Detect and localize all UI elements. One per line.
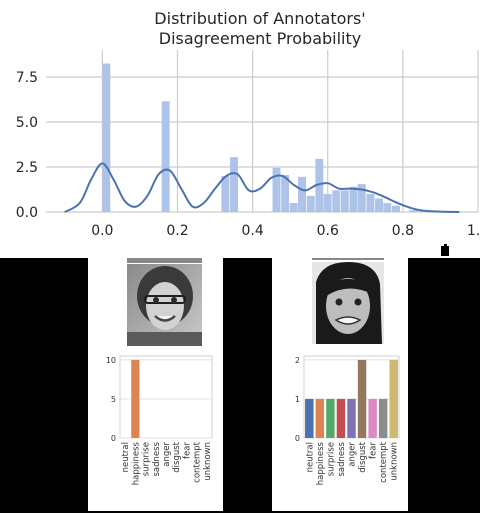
bar-anger <box>347 399 355 438</box>
bar-disgust <box>358 360 366 438</box>
x-tick-label: 0.2 <box>166 223 188 239</box>
histogram-bar <box>383 203 391 212</box>
category-label-happiness: happiness <box>316 441 326 485</box>
category-label-sadness: sadness <box>337 441 347 476</box>
histogram-bar <box>341 190 349 212</box>
sample-card-left: 0 5 10 neutral happiness surprise sadness anger… <box>88 258 223 511</box>
histogram-bar <box>298 177 306 212</box>
category-label-surprise: surprise <box>142 442 152 476</box>
category-label-happiness: happiness <box>131 441 141 485</box>
emotion-bar-chart-left: 0 5 10 neutral happiness surprise sadness anger… <box>88 346 223 511</box>
sample-card-right: 0 1 2 neutral happiness surprise sadness anger d… <box>272 258 408 511</box>
category-label-disgust: disgust <box>358 441 368 472</box>
histogram-bar <box>102 64 110 213</box>
face-image-right <box>312 262 384 344</box>
y-tick-label: 2.5 <box>16 160 38 176</box>
bar-fear <box>368 399 376 438</box>
category-label-unknown: unknown <box>203 442 213 481</box>
x-tick-label: 1.0 <box>467 223 480 239</box>
cursor-icon <box>437 244 455 258</box>
bar-happiness <box>131 360 139 438</box>
histogram-bar <box>290 203 298 212</box>
histogram-bar <box>307 196 315 212</box>
histogram-bar <box>409 210 417 212</box>
bar-sadness <box>337 399 345 438</box>
y-tick-label: 0.0 <box>16 205 38 221</box>
bar-neutral <box>305 399 313 438</box>
histogram-bar <box>230 157 238 212</box>
face-image-left <box>127 264 202 346</box>
x-tick-label: 0.8 <box>392 223 414 239</box>
y-tick-label: 1 <box>295 395 300 404</box>
category-label-anger: anger <box>348 441 358 466</box>
bar-surprise <box>326 399 334 438</box>
category-label-sadness: sadness <box>152 441 162 476</box>
kde-line <box>65 163 459 212</box>
histogram-bar <box>324 194 332 212</box>
category-label-surprise: surprise <box>326 442 336 476</box>
histogram-bar <box>162 101 170 212</box>
histogram-bar <box>375 199 383 213</box>
y-tick-label: 7.5 <box>16 70 38 86</box>
histogram-bar <box>392 206 400 212</box>
chart-title-line-2: Disagreement Probability <box>159 29 361 48</box>
category-label-disgust: disgust <box>172 441 182 472</box>
category-label-neutral: neutral <box>305 442 315 472</box>
kde-curve <box>65 163 459 212</box>
histogram-bar <box>332 190 340 212</box>
bar-contempt <box>379 399 387 438</box>
bar-happiness <box>316 399 324 438</box>
category-label-fear: fear <box>182 442 192 459</box>
category-label-contempt: contempt <box>379 441 389 482</box>
category-label-fear: fear <box>369 442 379 459</box>
category-label-contempt: contempt <box>193 441 203 482</box>
y-tick-label: 0 <box>295 434 300 443</box>
chart-title-line-1: Distribution of Annotators' <box>154 9 365 28</box>
category-label-anger: anger <box>162 441 172 466</box>
y-tick-label: 2 <box>295 356 300 365</box>
histogram-bar <box>366 194 374 212</box>
disagreement-histogram: Distribution of Annotators' Disagreement… <box>0 0 480 258</box>
bar-unknown <box>390 360 398 438</box>
category-label-neutral: neutral <box>121 442 131 472</box>
axis-ticks: 0.0 0.2 0.4 0.6 0.8 1.0 0.0 2.5 5.0 7.5 <box>16 70 480 239</box>
y-tick-label: 0 <box>111 434 116 443</box>
histogram-bar <box>221 176 229 212</box>
y-tick-label: 10 <box>106 356 116 365</box>
y-tick-label: 5.0 <box>16 115 38 131</box>
x-tick-label: 0.6 <box>317 223 339 239</box>
x-tick-label: 0.0 <box>91 223 113 239</box>
image-panel-background <box>0 258 480 513</box>
x-tick-label: 0.4 <box>241 223 263 239</box>
emotion-bar-chart-right: 0 1 2 neutral happiness surprise sadness anger d… <box>272 346 408 511</box>
category-label-unknown: unknown <box>390 442 400 481</box>
y-tick-label: 5 <box>111 395 116 404</box>
histogram-bar <box>350 187 358 212</box>
